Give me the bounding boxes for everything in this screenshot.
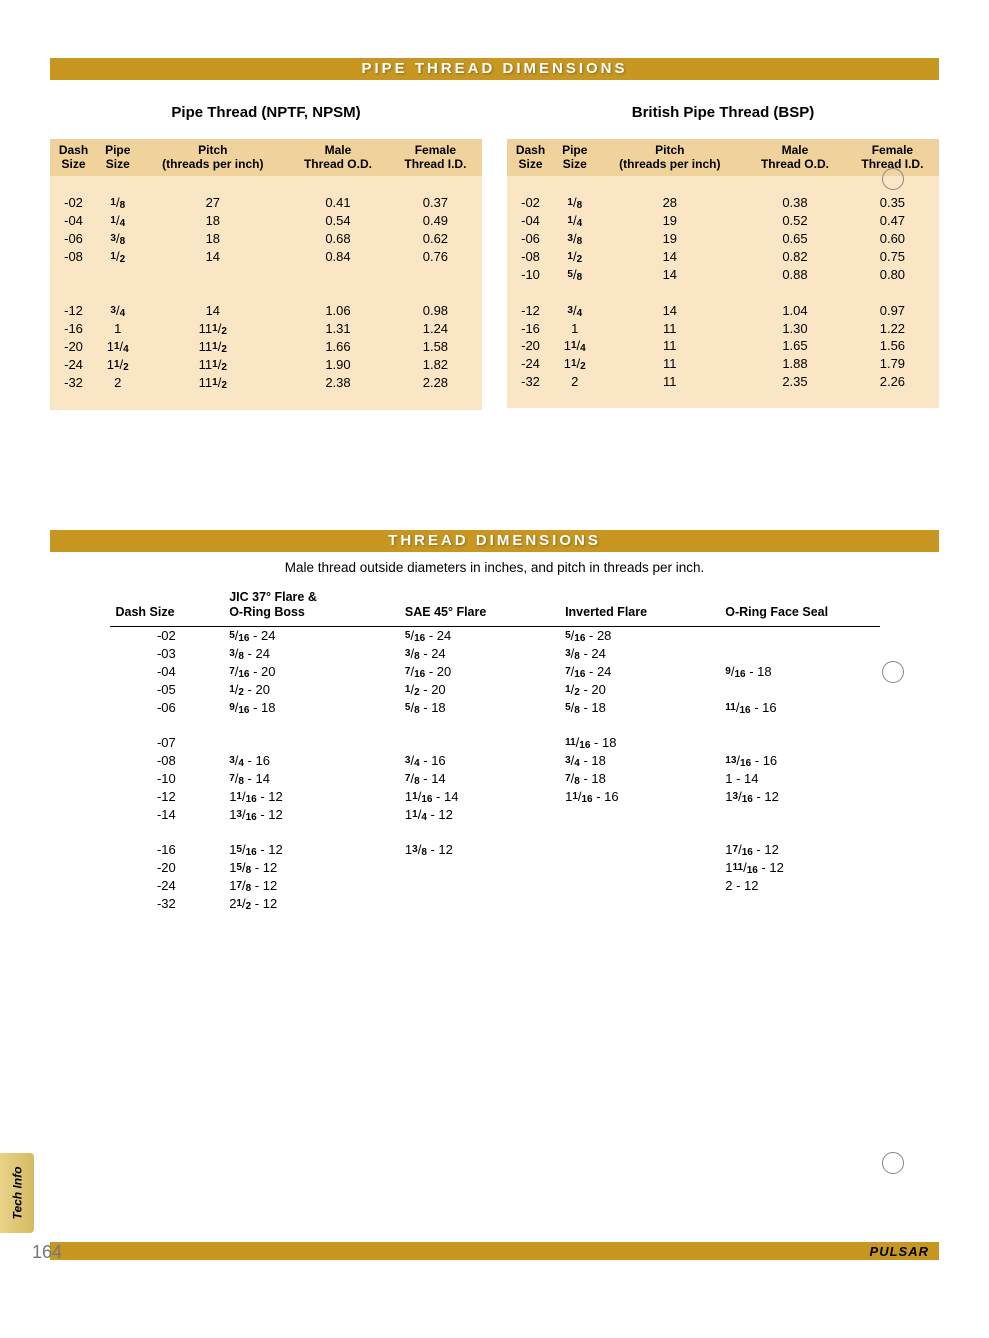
pipe-table-right: DashSizePipeSizePitch(threads per inch)M…: [507, 139, 939, 408]
table-row: -063/8180.680.62: [50, 230, 482, 248]
table-row: -0711/16 - 18: [110, 734, 880, 752]
table-row: -105/8140.880.80: [507, 266, 939, 284]
col-header: PipeSize: [97, 139, 138, 176]
col-header: MaleThread O.D.: [287, 139, 389, 176]
table-row: -041/4190.520.47: [507, 212, 939, 230]
hole-icon: [882, 1152, 904, 1174]
table-nptf: Pipe Thread (NPTF, NPSM) DashSizePipeSiz…: [50, 104, 482, 410]
table-row: -322111/22.382.28: [50, 374, 482, 392]
table-row: -081/2140.820.75: [507, 248, 939, 266]
pipe-tables-container: Pipe Thread (NPTF, NPSM) DashSizePipeSiz…: [50, 104, 939, 410]
table-row: -3221/2 - 12: [110, 895, 880, 913]
col-header: PipeSize: [554, 139, 595, 176]
hole-icon: [882, 168, 904, 190]
col-header: JIC 37° Flare &O-Ring Boss: [223, 587, 399, 627]
table-row: -1413/16 - 1211/4 - 12: [110, 806, 880, 824]
col-header: Pitch(threads per inch): [138, 139, 287, 176]
table-row: -051/2 - 201/2 - 201/2 - 20: [110, 681, 880, 699]
brand-logo: PULSAR: [870, 1244, 929, 1259]
col-header: Inverted Flare: [559, 587, 719, 627]
table-row: -083/4 - 163/4 - 163/4 - 1813/16 - 16: [110, 752, 880, 770]
table-row: -081/2140.840.76: [50, 248, 482, 266]
footer-bar: PULSAR: [50, 1242, 939, 1260]
pipe-table-left: DashSizePipeSizePitch(threads per inch)M…: [50, 139, 482, 410]
table-row: -033/8 - 243/8 - 243/8 - 24: [110, 645, 880, 663]
table-row: -2411/2111/21.901.82: [50, 356, 482, 374]
table-row: -123/4141.060.98: [50, 302, 482, 320]
banner-thread-dim: THREAD DIMENSIONS: [50, 530, 939, 552]
thread-table: Dash SizeJIC 37° Flare &O-Ring BossSAE 4…: [110, 587, 880, 913]
table-row: -041/4180.540.49: [50, 212, 482, 230]
table-row: -2015/8 - 12111/16 - 12: [110, 859, 880, 877]
table-row: -069/16 - 185/8 - 185/8 - 1811/16 - 16: [110, 699, 880, 717]
table-row: -2011/4111.651.56: [507, 337, 939, 355]
table-row: -123/4141.040.97: [507, 302, 939, 320]
col-header: FemaleThread I.D.: [389, 139, 482, 176]
table-bsp: British Pipe Thread (BSP) DashSizePipeSi…: [507, 104, 939, 410]
side-tab: Tech Info: [0, 1153, 34, 1233]
col-header: Pitch(threads per inch): [595, 139, 744, 176]
col-header: DashSize: [50, 139, 97, 176]
table-title-right: British Pipe Thread (BSP): [507, 104, 939, 121]
table-row: -021/8280.380.35: [507, 194, 939, 212]
table-title-left: Pipe Thread (NPTF, NPSM): [50, 104, 482, 121]
col-header: DashSize: [507, 139, 554, 176]
col-header: MaleThread O.D.: [744, 139, 846, 176]
table-row: -025/16 - 245/16 - 245/16 - 28: [110, 626, 880, 645]
table-row: -2417/8 - 122 - 12: [110, 877, 880, 895]
banner-pipe-thread: PIPE THREAD DIMENSIONS: [50, 58, 939, 80]
side-tab-label: Tech Info: [10, 1167, 24, 1220]
table-row: -047/16 - 207/16 - 207/16 - 249/16 - 18: [110, 663, 880, 681]
table-row: -107/8 - 147/8 - 147/8 - 181 - 14: [110, 770, 880, 788]
col-header: O-Ring Face Seal: [719, 587, 879, 627]
table-row: -021/8270.410.37: [50, 194, 482, 212]
table-row: -1211/16 - 1211/16 - 1411/16 - 1613/16 -…: [110, 788, 880, 806]
table-row: -322112.352.26: [507, 373, 939, 390]
thread-subtitle: Male thread outside diameters in inches,…: [50, 560, 939, 575]
page-number: 164: [32, 1242, 62, 1263]
hole-icon: [882, 661, 904, 683]
table-row: -1615/16 - 1213/8 - 1217/16 - 12: [110, 841, 880, 859]
table-row: -2011/4111/21.661.58: [50, 338, 482, 356]
col-header: SAE 45° Flare: [399, 587, 559, 627]
table-row: -161111/21.311.24: [50, 320, 482, 338]
table-row: -063/8190.650.60: [507, 230, 939, 248]
table-row: -161111.301.22: [507, 320, 939, 337]
col-header: Dash Size: [110, 587, 224, 627]
table-row: -2411/2111.881.79: [507, 355, 939, 373]
